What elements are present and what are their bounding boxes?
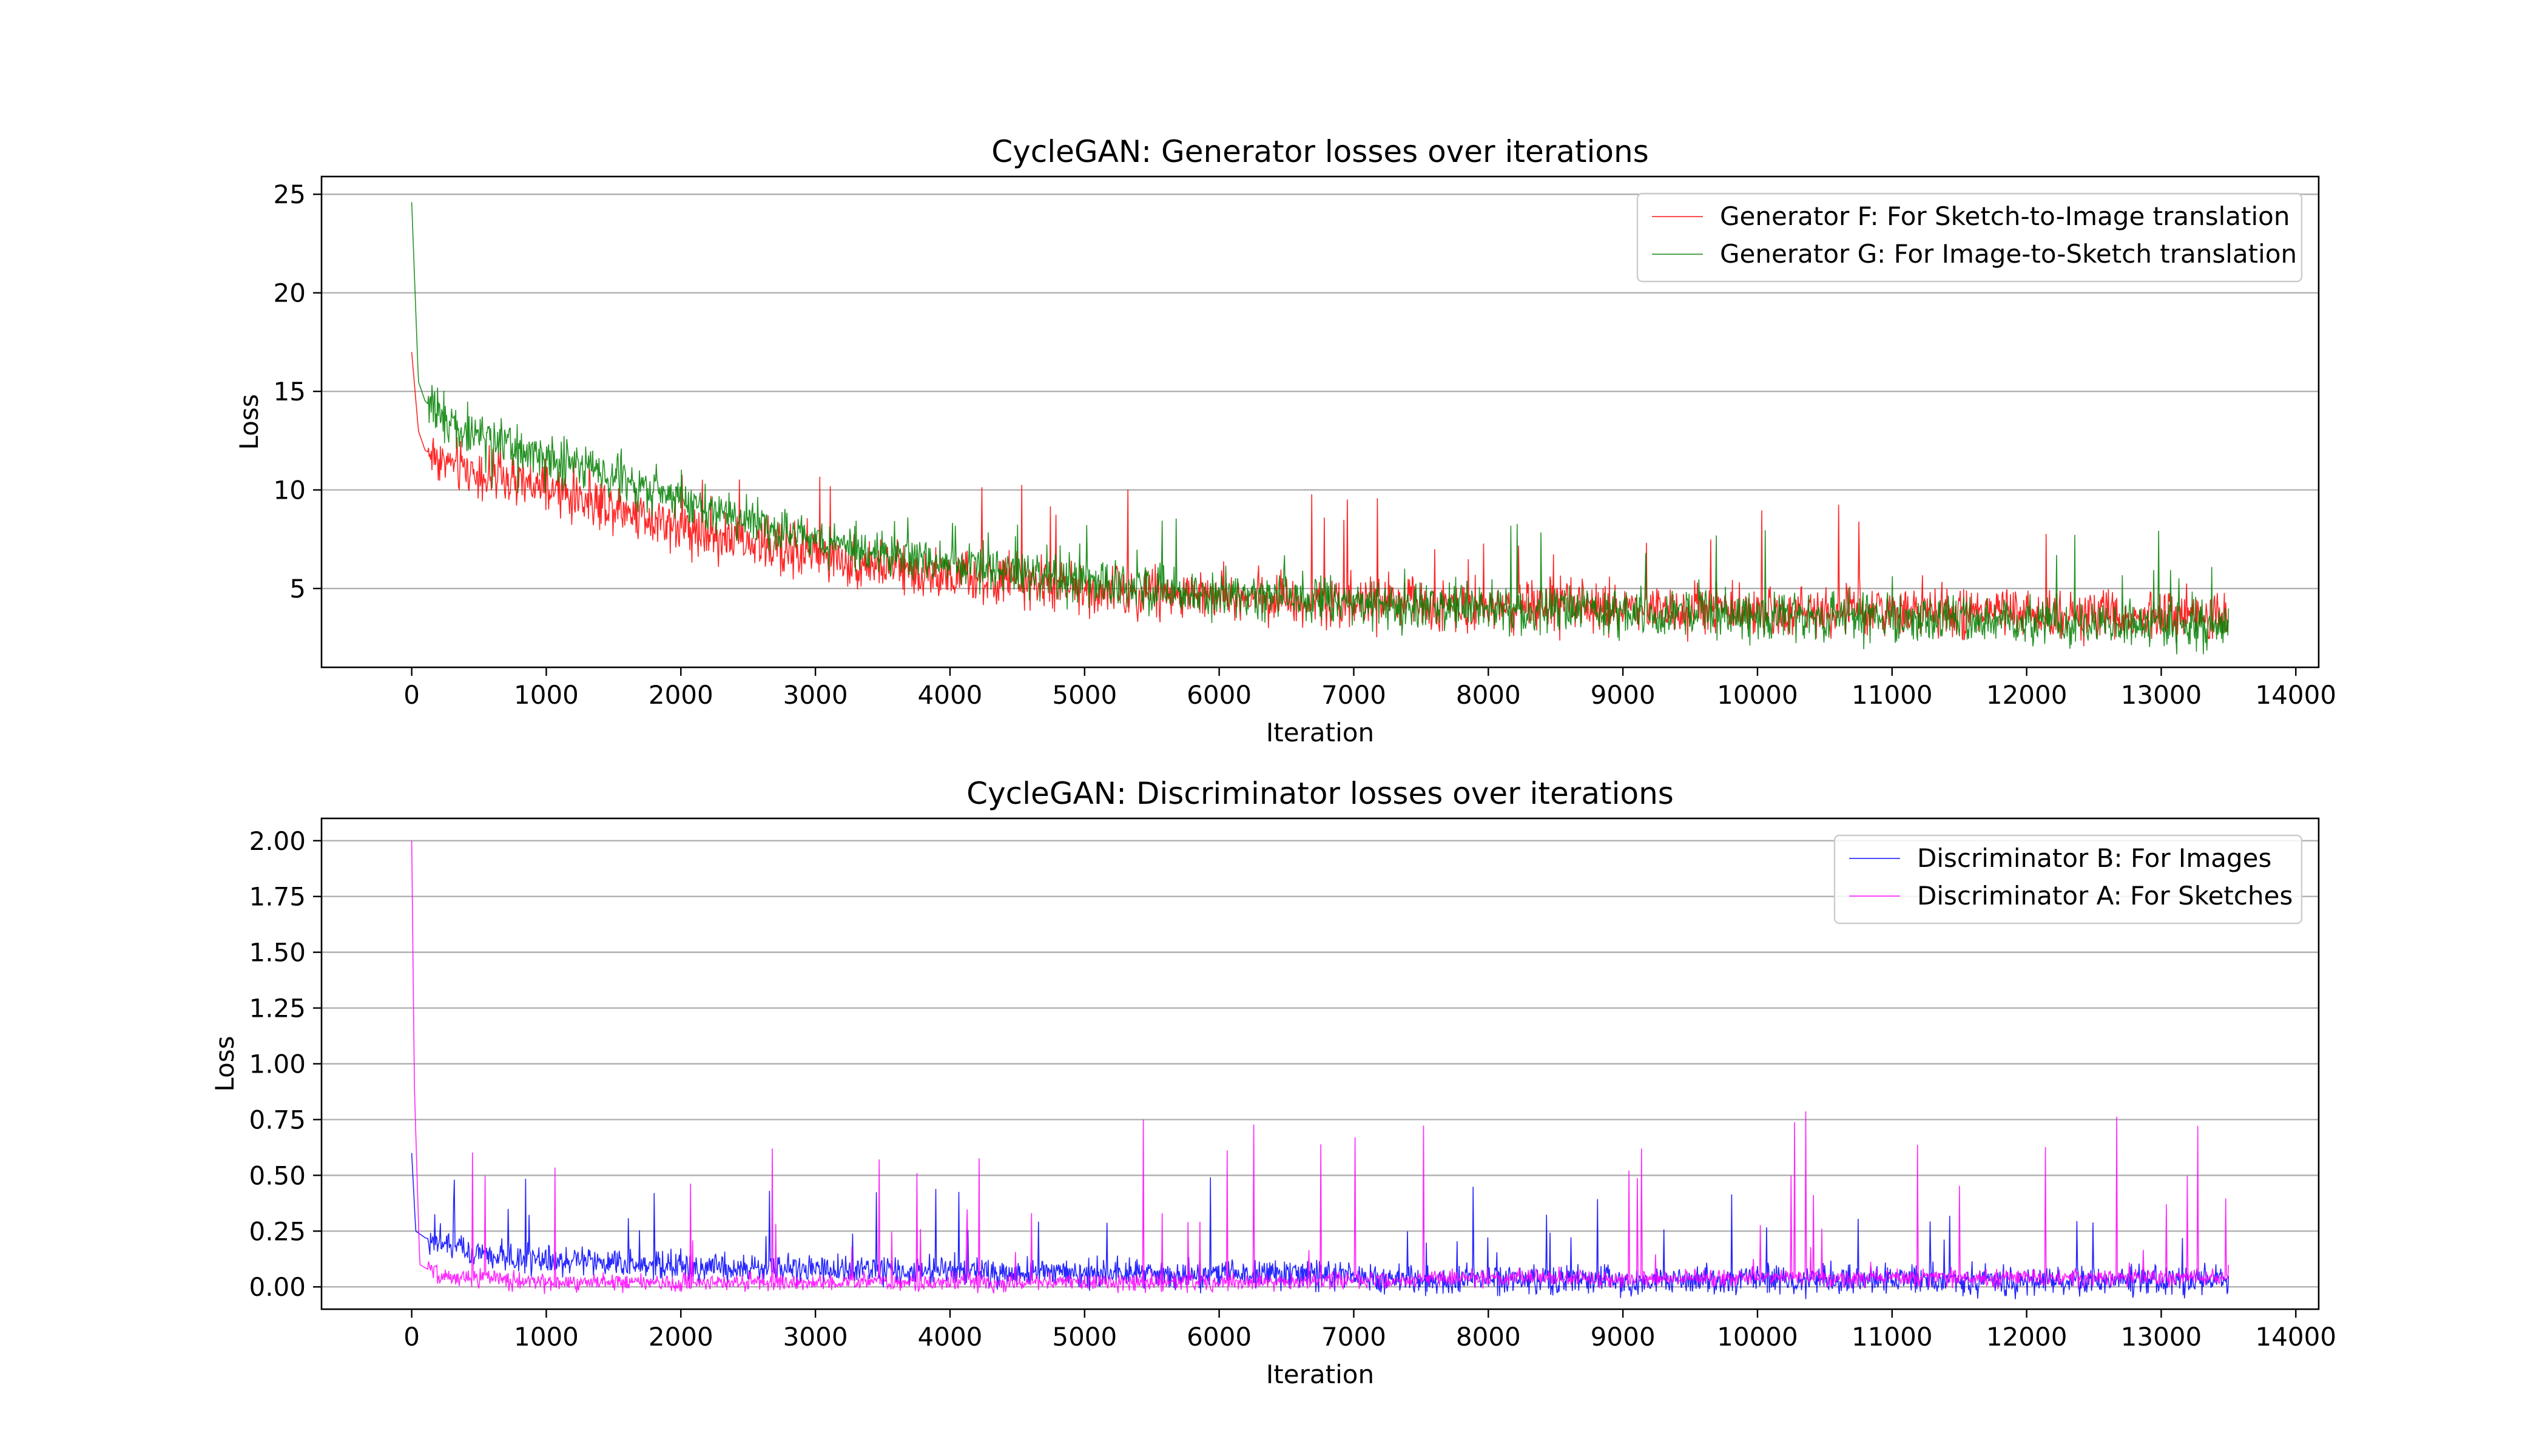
- y-tick-label: 5: [289, 574, 306, 604]
- legend: Discriminator B: For Images Discriminator…: [1833, 834, 2303, 925]
- legend-box: [1833, 834, 2303, 925]
- x-tick-label: 13000: [2121, 680, 2202, 710]
- y-axis-label: Loss: [210, 1036, 240, 1091]
- legend: Generator F: For Sketch-to-Image transla…: [1636, 192, 2303, 283]
- x-tick-label: 0: [403, 680, 420, 710]
- generator-loss-chart: CycleGAN: Generator losses over iteratio…: [234, 134, 2336, 747]
- x-tick-label: 5000: [1052, 680, 1117, 710]
- x-tick-label: 4000: [918, 1322, 983, 1352]
- x-tick-label: 8000: [1456, 680, 1521, 710]
- x-tick-label: 9000: [1591, 680, 1656, 710]
- y-tick-label: 0.00: [249, 1272, 306, 1302]
- x-tick-label: 2000: [649, 680, 713, 710]
- chart-title: CycleGAN: Discriminator losses over iter…: [966, 776, 1674, 811]
- x-axis-label: Iteration: [1266, 718, 1374, 747]
- x-tick-label: 7000: [1321, 1322, 1386, 1352]
- x-tick-label: 14000: [2255, 1322, 2336, 1352]
- chart-title: CycleGAN: Generator losses over iteratio…: [991, 134, 1649, 169]
- x-tick-label: 4000: [918, 680, 983, 710]
- legend-label: Discriminator A: For Sketches: [1917, 881, 2293, 911]
- x-tick-label: 10000: [1717, 680, 1798, 710]
- x-tick-label: 8000: [1456, 1322, 1521, 1352]
- y-tick-label: 0.75: [249, 1105, 306, 1134]
- y-tick-label: 2.00: [249, 826, 306, 856]
- x-tick-label: 11000: [1852, 680, 1933, 710]
- y-tick-label: 1.50: [249, 938, 306, 968]
- y-tick-label: 0.25: [249, 1216, 306, 1246]
- x-tick-label: 10000: [1717, 1322, 1798, 1352]
- x-tick-label: 6000: [1187, 1322, 1252, 1352]
- legend-label: Generator F: For Sketch-to-Image transla…: [1720, 201, 2290, 231]
- x-tick-label: 2000: [649, 1322, 713, 1352]
- x-tick-label: 6000: [1187, 680, 1252, 710]
- y-tick-label: 1.25: [249, 994, 306, 1023]
- y-tick-label: 15: [274, 377, 306, 406]
- discriminator-loss-chart: CycleGAN: Discriminator losses over iter…: [210, 776, 2336, 1389]
- x-tick-label: 14000: [2255, 680, 2336, 710]
- x-tick-label: 13000: [2121, 1322, 2202, 1352]
- x-tick-label: 12000: [1986, 1322, 2068, 1352]
- x-tick-label: 11000: [1852, 1322, 1933, 1352]
- x-tick-label: 0: [403, 1322, 420, 1352]
- series-line: [411, 202, 2230, 655]
- x-tick-label: 9000: [1591, 1322, 1656, 1352]
- legend-box: [1636, 192, 2303, 283]
- y-tick-label: 25: [274, 180, 306, 209]
- x-tick-label: 3000: [783, 680, 848, 710]
- x-tick-label: 12000: [1986, 680, 2068, 710]
- plot-frame: [320, 175, 2320, 669]
- x-axis-label: Iteration: [1266, 1360, 1374, 1389]
- y-tick-label: 1.75: [249, 882, 306, 912]
- x-tick-label: 7000: [1321, 680, 1386, 710]
- y-tick-label: 1.00: [249, 1050, 306, 1079]
- y-tick-label: 0.50: [249, 1161, 306, 1190]
- y-tick-label: 20: [274, 278, 306, 308]
- x-tick-label: 1000: [514, 680, 579, 710]
- y-tick-label: 10: [274, 476, 306, 505]
- y-axis-label: Loss: [234, 394, 264, 450]
- x-tick-label: 3000: [783, 1322, 848, 1352]
- legend-label: Discriminator B: For Images: [1917, 843, 2271, 873]
- x-tick-label: 5000: [1052, 1322, 1117, 1352]
- legend-label: Generator G: For Image-to-Sketch transla…: [1720, 239, 2297, 269]
- x-tick-label: 1000: [514, 1322, 579, 1352]
- series-line: [411, 840, 2230, 1295]
